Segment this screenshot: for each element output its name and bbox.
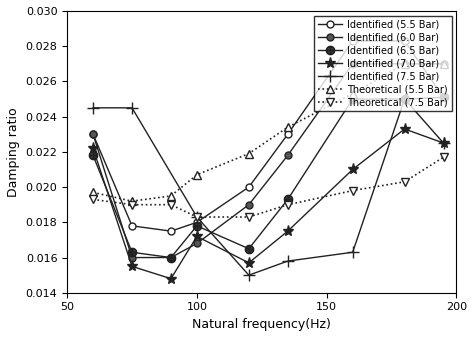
Identified (7.5 Bar) xyxy=(194,215,200,219)
Identified (7.5 Bar) xyxy=(285,259,291,263)
Identified (6.5 Bar) xyxy=(402,97,408,101)
Theoretical (5.5 Bar) xyxy=(402,62,408,66)
Identified (5.5 Bar) xyxy=(285,132,291,136)
Identified (6.5 Bar) xyxy=(285,197,291,201)
Identified (6.0 Bar) xyxy=(402,62,408,66)
Line: Theoretical (7.5 Bar): Theoretical (7.5 Bar) xyxy=(89,153,447,221)
X-axis label: Natural frequency(Hz): Natural frequency(Hz) xyxy=(192,318,331,331)
Theoretical (7.5 Bar) xyxy=(194,215,200,219)
Identified (5.5 Bar) xyxy=(441,95,447,99)
Identified (6.5 Bar) xyxy=(350,97,356,101)
Identified (6.0 Bar) xyxy=(168,256,174,260)
Theoretical (5.5 Bar) xyxy=(441,62,447,66)
Theoretical (7.5 Bar) xyxy=(350,189,356,193)
Identified (7.5 Bar) xyxy=(129,106,135,110)
Line: Identified (7.0 Bar): Identified (7.0 Bar) xyxy=(88,123,449,284)
Identified (7.0 Bar) xyxy=(129,264,135,268)
Theoretical (5.5 Bar) xyxy=(350,92,356,96)
Identified (5.5 Bar) xyxy=(402,39,408,43)
Identified (6.5 Bar) xyxy=(168,256,174,260)
Legend: Identified (5.5 Bar), Identified (6.0 Bar), Identified (6.5 Bar), Identified (7.: Identified (5.5 Bar), Identified (6.0 Ba… xyxy=(314,16,452,111)
Identified (7.0 Bar) xyxy=(194,234,200,238)
Theoretical (5.5 Bar) xyxy=(246,152,252,156)
Identified (7.5 Bar) xyxy=(90,106,96,110)
Identified (6.0 Bar) xyxy=(194,241,200,245)
Line: Identified (7.5 Bar): Identified (7.5 Bar) xyxy=(88,94,449,281)
Identified (7.5 Bar) xyxy=(246,273,252,277)
Identified (7.0 Bar) xyxy=(246,261,252,265)
Identified (7.0 Bar) xyxy=(441,141,447,145)
Theoretical (7.5 Bar) xyxy=(168,203,174,207)
Line: Identified (6.0 Bar): Identified (6.0 Bar) xyxy=(90,60,447,261)
Identified (7.0 Bar) xyxy=(168,277,174,281)
Identified (5.5 Bar) xyxy=(350,39,356,43)
Theoretical (7.5 Bar) xyxy=(441,155,447,159)
Identified (6.0 Bar) xyxy=(441,62,447,66)
Theoretical (5.5 Bar) xyxy=(194,173,200,177)
Identified (6.0 Bar) xyxy=(246,203,252,207)
Identified (6.5 Bar) xyxy=(90,153,96,158)
Identified (5.5 Bar) xyxy=(90,132,96,136)
Theoretical (7.5 Bar) xyxy=(285,203,291,207)
Identified (7.5 Bar) xyxy=(441,141,447,145)
Identified (6.5 Bar) xyxy=(441,95,447,99)
Identified (5.5 Bar) xyxy=(168,229,174,233)
Theoretical (5.5 Bar) xyxy=(90,190,96,194)
Identified (7.5 Bar) xyxy=(402,97,408,101)
Theoretical (5.5 Bar) xyxy=(129,199,135,203)
Identified (7.0 Bar) xyxy=(402,127,408,131)
Identified (5.5 Bar) xyxy=(246,185,252,189)
Identified (7.5 Bar) xyxy=(350,250,356,254)
Theoretical (7.5 Bar) xyxy=(129,203,135,207)
Identified (6.0 Bar) xyxy=(285,153,291,158)
Identified (6.0 Bar) xyxy=(129,256,135,260)
Identified (7.0 Bar) xyxy=(350,167,356,171)
Theoretical (7.5 Bar) xyxy=(246,215,252,219)
Identified (6.5 Bar) xyxy=(246,247,252,251)
Theoretical (5.5 Bar) xyxy=(168,194,174,198)
Identified (5.5 Bar) xyxy=(194,220,200,224)
Line: Identified (5.5 Bar): Identified (5.5 Bar) xyxy=(90,38,447,235)
Theoretical (5.5 Bar) xyxy=(285,125,291,129)
Line: Theoretical (5.5 Bar): Theoretical (5.5 Bar) xyxy=(89,59,447,206)
Identified (6.0 Bar) xyxy=(90,132,96,136)
Identified (7.0 Bar) xyxy=(90,146,96,150)
Identified (6.0 Bar) xyxy=(350,62,356,66)
Identified (6.5 Bar) xyxy=(129,250,135,254)
Y-axis label: Damping ratio: Damping ratio xyxy=(7,107,20,197)
Identified (6.5 Bar) xyxy=(194,224,200,228)
Line: Identified (6.5 Bar): Identified (6.5 Bar) xyxy=(89,93,447,262)
Theoretical (7.5 Bar) xyxy=(90,197,96,201)
Theoretical (7.5 Bar) xyxy=(402,180,408,184)
Identified (7.0 Bar) xyxy=(285,229,291,233)
Identified (5.5 Bar) xyxy=(129,224,135,228)
